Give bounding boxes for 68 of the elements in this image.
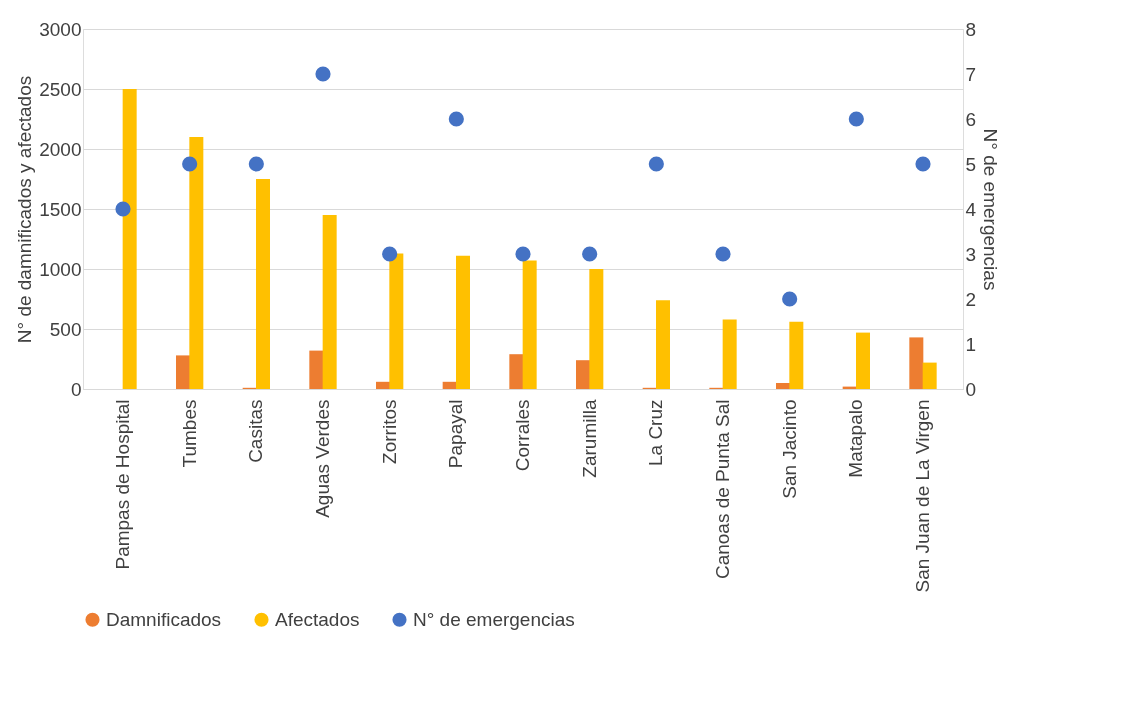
point — [382, 246, 398, 262]
y-tick-label: 2500 — [39, 78, 82, 100]
bar — [189, 137, 204, 389]
y-tick-label: 500 — [49, 318, 82, 340]
y-tick-label: 1000 — [39, 258, 82, 280]
x-tick-label: San Jacinto — [778, 399, 800, 499]
y2-tick-label: 8 — [965, 18, 977, 40]
y2-tick-label: 0 — [965, 378, 977, 400]
x-tick-label: Zorritos — [378, 399, 400, 464]
point — [315, 66, 331, 82]
x-tick-label: Casitas — [245, 399, 267, 463]
bar — [389, 253, 404, 389]
legend-label: Afectados — [275, 608, 360, 630]
point — [115, 201, 131, 217]
y2-tick-label: 6 — [965, 108, 977, 130]
legend-label: N° de emergencias — [413, 608, 575, 630]
x-tick-label: San Juan de La Virgen — [912, 399, 933, 593]
y-tick-label: 1500 — [39, 198, 82, 220]
point — [448, 111, 464, 127]
x-tick-label: Canoas de Punta Sal — [712, 399, 733, 580]
bar — [589, 269, 604, 389]
bar — [922, 362, 937, 389]
bar — [322, 215, 337, 389]
point — [248, 156, 264, 172]
bar — [456, 255, 470, 389]
y2-tick-label: 1 — [965, 333, 977, 355]
bar — [509, 354, 524, 389]
x-tick-label: Zarumilla — [578, 399, 600, 478]
bar — [442, 381, 457, 389]
point — [782, 291, 798, 307]
x-tick-label: La Cruz — [645, 399, 667, 467]
bar — [176, 355, 190, 389]
bar — [122, 89, 137, 389]
legend-label: Damnificados — [106, 608, 222, 630]
point — [715, 246, 731, 262]
point — [848, 111, 864, 127]
bar — [309, 350, 324, 389]
bar — [909, 337, 924, 389]
point — [515, 246, 531, 262]
y2-tick-label: 2 — [965, 288, 977, 310]
point — [915, 156, 931, 172]
x-tick-label: Papayal — [445, 399, 467, 469]
y2-tick-label: 5 — [965, 153, 977, 175]
y2-tick-label: 4 — [965, 198, 977, 220]
point — [182, 156, 198, 172]
y2-axis-title: N° de emergencias — [980, 128, 1002, 291]
y-tick-label: 0 — [70, 378, 82, 400]
bar — [776, 383, 790, 389]
x-tick-label: Aguas Verdes — [312, 399, 333, 518]
bar — [856, 332, 870, 389]
x-tick-label: Corrales — [512, 399, 533, 472]
y2-tick-label: 7 — [965, 63, 977, 85]
y2-tick-label: 3 — [965, 243, 977, 265]
bar — [376, 381, 390, 389]
x-tick-label: Pampas de Hospital — [112, 399, 133, 570]
y-tick-label: 3000 — [39, 18, 82, 40]
x-tick-label: Matapalo — [845, 399, 867, 478]
bar — [656, 300, 670, 389]
bar — [522, 260, 537, 389]
point — [648, 156, 664, 172]
y-tick-label: 2000 — [39, 138, 82, 160]
y-axis-title: N° de damnificados y afectados — [14, 75, 36, 344]
bar — [576, 360, 590, 389]
bar — [789, 321, 804, 389]
bar — [722, 319, 737, 389]
point — [582, 246, 598, 262]
x-tick-label: Tumbes — [178, 399, 200, 468]
bar — [256, 179, 270, 389]
